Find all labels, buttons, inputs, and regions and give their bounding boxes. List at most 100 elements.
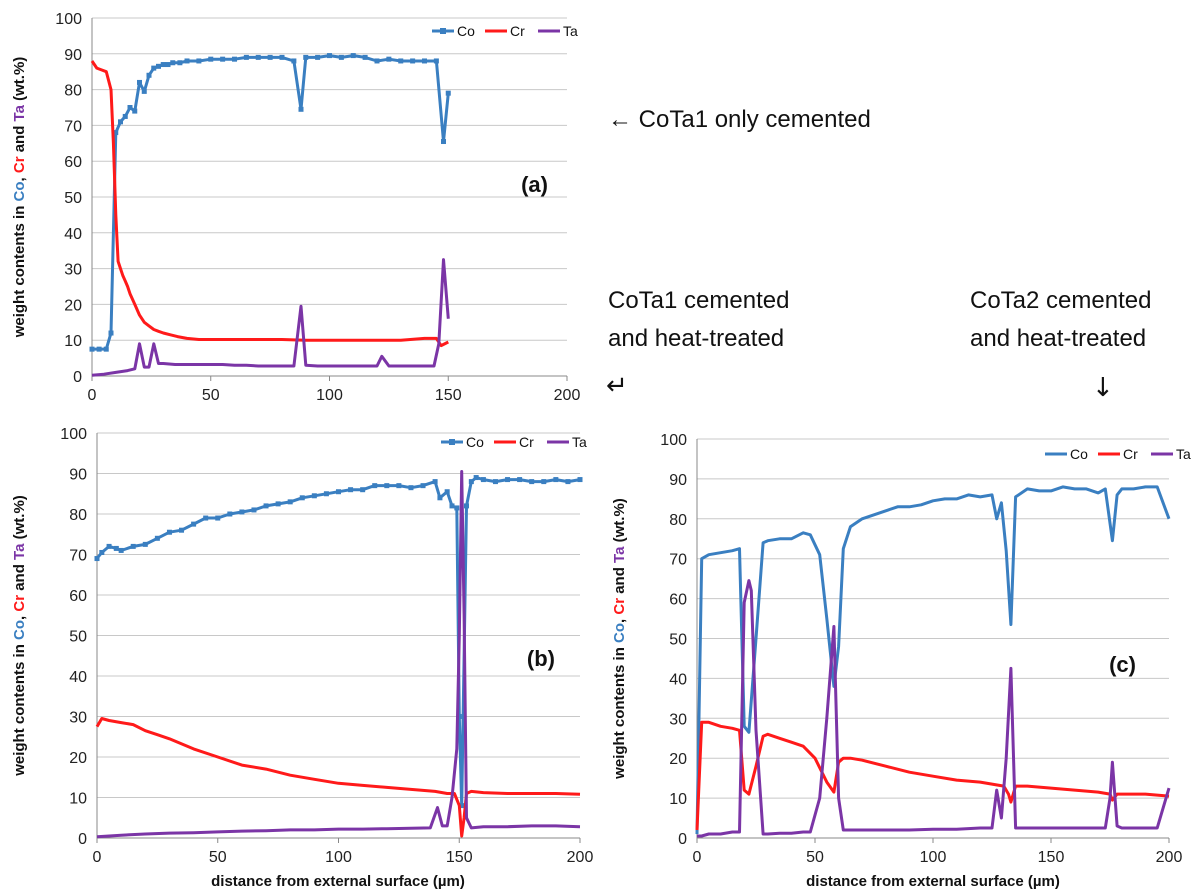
- data-point-co: [177, 60, 183, 66]
- data-point-co: [232, 56, 237, 62]
- y-axis-label-part: Cr: [11, 156, 28, 173]
- y-tick-label: 30: [669, 711, 687, 728]
- data-point-co: [541, 479, 547, 485]
- y-axis-label-part: (wt.%): [611, 498, 628, 546]
- data-point-co: [263, 503, 269, 509]
- y-tick-label: 20: [669, 751, 687, 768]
- data-point-co: [220, 56, 226, 62]
- legend-marker-co: [440, 28, 446, 34]
- annotation-cota1-only-cemented: ← CoTa1 only cemented: [608, 106, 871, 133]
- series-line-cr: [695, 720, 1170, 831]
- y-tick-label: 80: [669, 512, 687, 529]
- data-point-co: [170, 60, 176, 66]
- y-axis-label-part: (wt.%): [11, 495, 28, 543]
- data-point-co: [267, 54, 273, 60]
- data-point-co: [360, 487, 366, 493]
- x-tick-label: 150: [1038, 849, 1065, 866]
- data-point-co: [437, 495, 443, 501]
- data-point-co: [444, 489, 450, 495]
- y-tick-label: 50: [669, 632, 687, 649]
- y-tick-label: 20: [64, 297, 82, 314]
- y-axis-label-part: Co: [611, 623, 628, 643]
- data-point-co: [118, 119, 123, 125]
- data-point-co: [384, 483, 390, 489]
- series-line-ta: [96, 470, 581, 839]
- data-point-co: [291, 58, 297, 64]
- x-axis-label: distance from external surface (µm): [806, 873, 1060, 890]
- data-point-co: [408, 485, 414, 491]
- y-tick-label: 90: [64, 47, 82, 64]
- data-point-co: [160, 62, 166, 68]
- data-point-co: [279, 54, 285, 60]
- x-tick-label: 50: [202, 387, 220, 404]
- data-point-co: [445, 90, 451, 96]
- y-axis-label: weight contents in Co, Cr and Ta (wt.%): [11, 495, 28, 777]
- data-point-co: [398, 58, 404, 64]
- data-point-co: [454, 505, 460, 511]
- y-tick-label: 40: [669, 671, 687, 688]
- legend-label-ta: Ta: [572, 434, 587, 450]
- y-axis-label-part: Ta: [11, 104, 28, 121]
- y-axis-label-part: Ta: [11, 543, 28, 560]
- data-point-co: [348, 487, 354, 493]
- y-axis-label-part: and: [11, 560, 28, 595]
- data-point-co: [208, 56, 214, 62]
- down-arrow-icon: ↓: [1092, 373, 1114, 403]
- x-tick-label: 50: [209, 849, 227, 866]
- y-tick-label: 40: [64, 226, 82, 243]
- data-point-co: [298, 106, 304, 112]
- legend-label-ta: Ta: [1176, 446, 1191, 462]
- y-axis-label: weight contents in Co, Cr and Ta (wt.%): [11, 57, 28, 339]
- y-axis-label-part: Cr: [611, 598, 628, 615]
- legend-label-co: Co: [457, 23, 475, 39]
- data-point-co: [517, 477, 523, 483]
- y-axis-label-part: weight contents in: [11, 201, 28, 338]
- data-point-co: [362, 54, 368, 60]
- data-point-co: [480, 477, 486, 483]
- data-point-co: [103, 346, 109, 352]
- y-tick-label: 30: [64, 262, 82, 279]
- annotation-cota1-heat-treated-line1: CoTa1 cemented: [608, 287, 789, 314]
- x-tick-label: 150: [435, 387, 462, 404]
- data-point-co: [372, 483, 378, 489]
- data-point-co: [422, 58, 427, 64]
- data-point-co: [473, 475, 479, 481]
- x-tick-label: 0: [93, 849, 102, 866]
- data-point-co: [433, 58, 439, 64]
- data-point-co: [151, 65, 157, 71]
- y-tick-label: 20: [69, 750, 87, 767]
- y-tick-label: 90: [669, 472, 687, 489]
- data-point-co: [142, 541, 148, 547]
- y-tick-label: 100: [60, 426, 87, 443]
- data-point-co: [350, 53, 356, 59]
- y-tick-label: 70: [669, 552, 687, 569]
- data-point-co: [463, 503, 469, 509]
- y-axis-label-part: ,: [611, 615, 628, 623]
- data-point-co: [386, 56, 392, 62]
- panel-label: (b): [527, 646, 555, 671]
- data-point-co: [215, 515, 221, 521]
- data-point-co: [410, 58, 416, 64]
- data-point-co: [227, 511, 233, 517]
- data-point-co: [106, 543, 112, 549]
- data-point-co: [179, 527, 185, 533]
- data-point-co: [336, 489, 341, 495]
- data-point-co: [99, 549, 105, 555]
- x-tick-label: 150: [446, 849, 473, 866]
- x-tick-label: 100: [920, 849, 947, 866]
- data-point-co: [459, 803, 465, 809]
- data-point-co: [420, 483, 426, 489]
- annotation-cota2-heat-treated-line2: and heat-treated: [970, 325, 1146, 352]
- data-point-co: [141, 88, 147, 94]
- data-point-co: [113, 130, 119, 136]
- x-tick-label: 200: [554, 387, 581, 404]
- series-line-co: [695, 485, 1171, 835]
- data-point-co: [303, 54, 309, 60]
- series-line-ta: [697, 579, 1171, 838]
- data-point-co: [315, 54, 321, 60]
- y-tick-label: 0: [78, 831, 87, 848]
- data-point-co: [374, 58, 380, 64]
- y-tick-label: 50: [69, 629, 87, 646]
- data-point-co: [529, 479, 535, 485]
